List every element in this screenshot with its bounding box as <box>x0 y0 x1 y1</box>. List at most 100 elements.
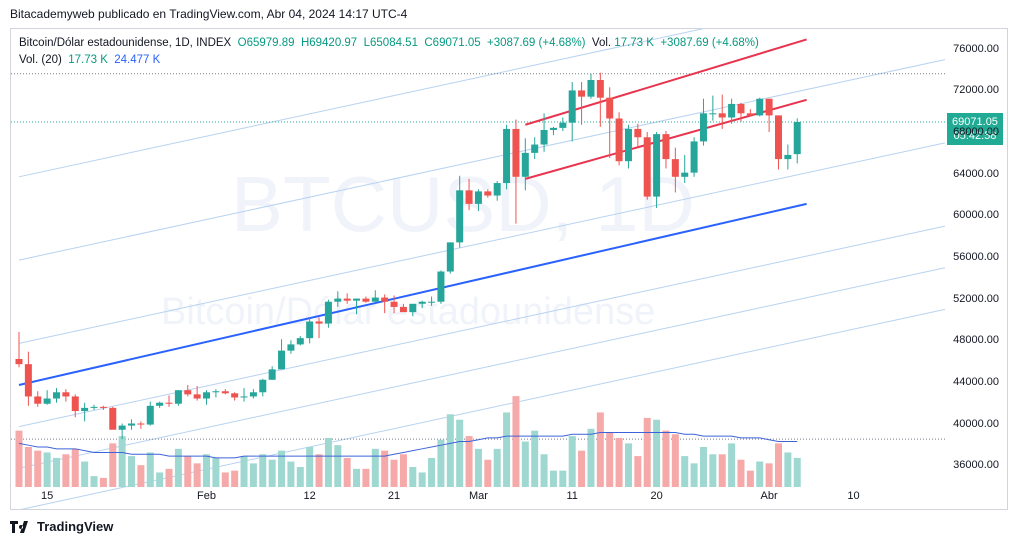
candle-body <box>90 406 98 408</box>
candle-body <box>203 392 211 399</box>
candle-body <box>484 191 492 196</box>
tradingview-logo-icon <box>10 520 28 533</box>
volume-bar <box>699 447 707 487</box>
volume-bar <box>81 461 89 487</box>
legend-change: +3087.69 (+4.68%) <box>487 37 586 49</box>
volume-bar <box>409 467 417 487</box>
candle-body <box>521 152 529 177</box>
time-axis[interactable]: 15 Feb 12 21 Mar 11 20 Abr 10 <box>11 487 945 509</box>
volume-bar <box>615 437 623 487</box>
channel-guide-line-1 <box>18 267 945 469</box>
bar-countdown: 05:42:58 <box>953 129 997 142</box>
volume-bar <box>146 452 154 487</box>
price-tick-label: 52000.00 <box>953 292 999 305</box>
candle-body <box>362 298 370 302</box>
time-tick-label: 15 <box>41 490 54 502</box>
price-tick-label: 72000.00 <box>953 84 999 97</box>
candle-body <box>287 344 295 351</box>
vol-ma-label: Vol. (20) <box>19 54 62 66</box>
candle-body <box>718 113 726 118</box>
volume-bar <box>681 456 689 487</box>
volume-bar <box>540 454 548 487</box>
volume-bar <box>203 454 211 487</box>
volume-bar <box>690 463 698 487</box>
last-price: 69071.05 <box>952 115 998 128</box>
price-chart-svg[interactable] <box>11 29 945 509</box>
candle-body <box>381 297 389 302</box>
volume-bar <box>71 448 79 487</box>
candle-body <box>315 321 323 324</box>
candle-body <box>268 369 276 380</box>
price-tick-label: 60000.00 <box>953 209 999 222</box>
candle-body <box>81 407 89 412</box>
candle-body <box>596 80 604 98</box>
volume-bar <box>193 463 201 487</box>
candle-body <box>409 303 417 313</box>
chart-pane[interactable]: BTCUSD, 1D Bitcoin/Dólar estadounidense … <box>10 28 1008 510</box>
candle-body <box>15 358 23 365</box>
candle-body <box>615 118 623 162</box>
time-tick-label: 10 <box>847 490 860 502</box>
price-tick-label: 68000.00 <box>953 126 999 139</box>
legend-volume-label: Vol. <box>591 37 612 49</box>
channel-guide-line-5 <box>18 29 704 178</box>
price-tick-label: 56000.00 <box>953 251 999 263</box>
candle-body <box>334 298 342 302</box>
candle-body <box>146 405 154 425</box>
candle-body <box>774 115 782 160</box>
candle-body <box>549 127 557 130</box>
price-axis[interactable]: 69071.05 05:42:58 76000.00 72000.00 68000.… <box>945 29 1007 509</box>
volume-bar <box>324 437 332 487</box>
candle-body <box>212 391 220 393</box>
volume-bar <box>212 457 220 487</box>
volume-bar <box>306 447 314 487</box>
candle-body <box>324 301 332 324</box>
volume-bar <box>221 472 229 487</box>
volume-bar <box>774 443 782 487</box>
candle-body <box>493 183 501 196</box>
volume-bar <box>493 448 501 487</box>
candle-body <box>568 90 576 123</box>
volume-bar <box>24 447 32 487</box>
candle-body <box>446 242 454 272</box>
volume-bar <box>381 450 389 487</box>
support-trend-line <box>18 202 807 386</box>
candle-body <box>62 392 70 397</box>
footer-brand[interactable]: TradingView <box>10 519 113 534</box>
volume-bar <box>34 450 42 487</box>
volume-bar <box>259 454 267 487</box>
candle-body <box>418 301 426 304</box>
candle-body <box>756 98 764 116</box>
volume-bar <box>287 461 295 487</box>
candle-body <box>306 321 314 339</box>
candle-body <box>643 137 651 197</box>
volume-bar <box>296 467 304 487</box>
volume-bar <box>156 472 164 487</box>
candle-body <box>690 141 698 173</box>
candle-body <box>531 144 539 153</box>
time-tick-label: 11 <box>566 490 578 502</box>
price-tick-label: 40000.00 <box>953 417 999 430</box>
volume-bar <box>746 470 754 487</box>
candle-body <box>578 90 586 97</box>
volume-bar <box>418 472 426 487</box>
plot-area[interactable]: BTCUSD, 1D Bitcoin/Dólar estadounidense … <box>11 29 945 509</box>
legend-volume-value: 17.73 K <box>614 37 654 49</box>
volume-bar <box>118 436 126 487</box>
volume-bar <box>793 457 801 487</box>
volume-bar <box>512 396 520 487</box>
volume-bar <box>634 456 642 487</box>
volume-bar <box>390 459 398 487</box>
volume-bar <box>587 428 595 487</box>
volume-bar <box>709 454 717 487</box>
volume-bar <box>568 436 576 487</box>
publisher-line: Bitacademyweb publicado en TradingView.c… <box>10 7 408 21</box>
candle-body <box>606 97 614 119</box>
legend-close: C69071.05 <box>424 37 481 49</box>
channel-guide-line-4 <box>18 59 945 261</box>
volume-bar <box>428 457 436 487</box>
time-tick-label: 21 <box>387 490 401 502</box>
candle-body <box>278 350 286 370</box>
candle-body <box>559 122 567 128</box>
volume-bar <box>737 459 745 487</box>
